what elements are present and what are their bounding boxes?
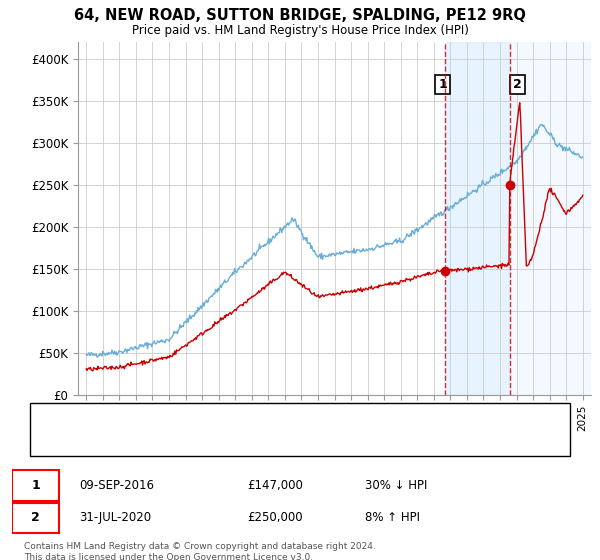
Text: 30% ↓ HPI: 30% ↓ HPI: [365, 479, 427, 492]
Text: £250,000: £250,000: [247, 511, 303, 524]
Bar: [445, 42, 509, 395]
Text: Price paid vs. HM Land Registry's House Price Index (HPI): Price paid vs. HM Land Registry's House …: [131, 24, 469, 36]
Text: 1: 1: [31, 479, 40, 492]
Text: £147,000: £147,000: [247, 479, 303, 492]
Text: 2: 2: [31, 511, 40, 524]
Text: 1: 1: [439, 78, 447, 91]
Text: 64, NEW ROAD, SUTTON BRIDGE, SPALDING, PE12 9RQ (detached house): 64, NEW ROAD, SUTTON BRIDGE, SPALDING, P…: [95, 412, 496, 422]
Text: 64, NEW ROAD, SUTTON BRIDGE, SPALDING, PE12 9RQ: 64, NEW ROAD, SUTTON BRIDGE, SPALDING, P…: [74, 8, 526, 24]
Text: 31-JUL-2020: 31-JUL-2020: [80, 511, 152, 524]
Text: 09-SEP-2016: 09-SEP-2016: [80, 479, 155, 492]
FancyBboxPatch shape: [12, 470, 59, 501]
FancyBboxPatch shape: [30, 403, 570, 456]
FancyBboxPatch shape: [12, 502, 59, 533]
Text: 2: 2: [514, 78, 522, 91]
Text: Contains HM Land Registry data © Crown copyright and database right 2024.
This d: Contains HM Land Registry data © Crown c…: [24, 542, 376, 560]
Text: 8% ↑ HPI: 8% ↑ HPI: [365, 511, 420, 524]
Bar: [509, 42, 591, 395]
Text: HPI: Average price, detached house, South Holland: HPI: Average price, detached house, Sout…: [95, 438, 374, 448]
